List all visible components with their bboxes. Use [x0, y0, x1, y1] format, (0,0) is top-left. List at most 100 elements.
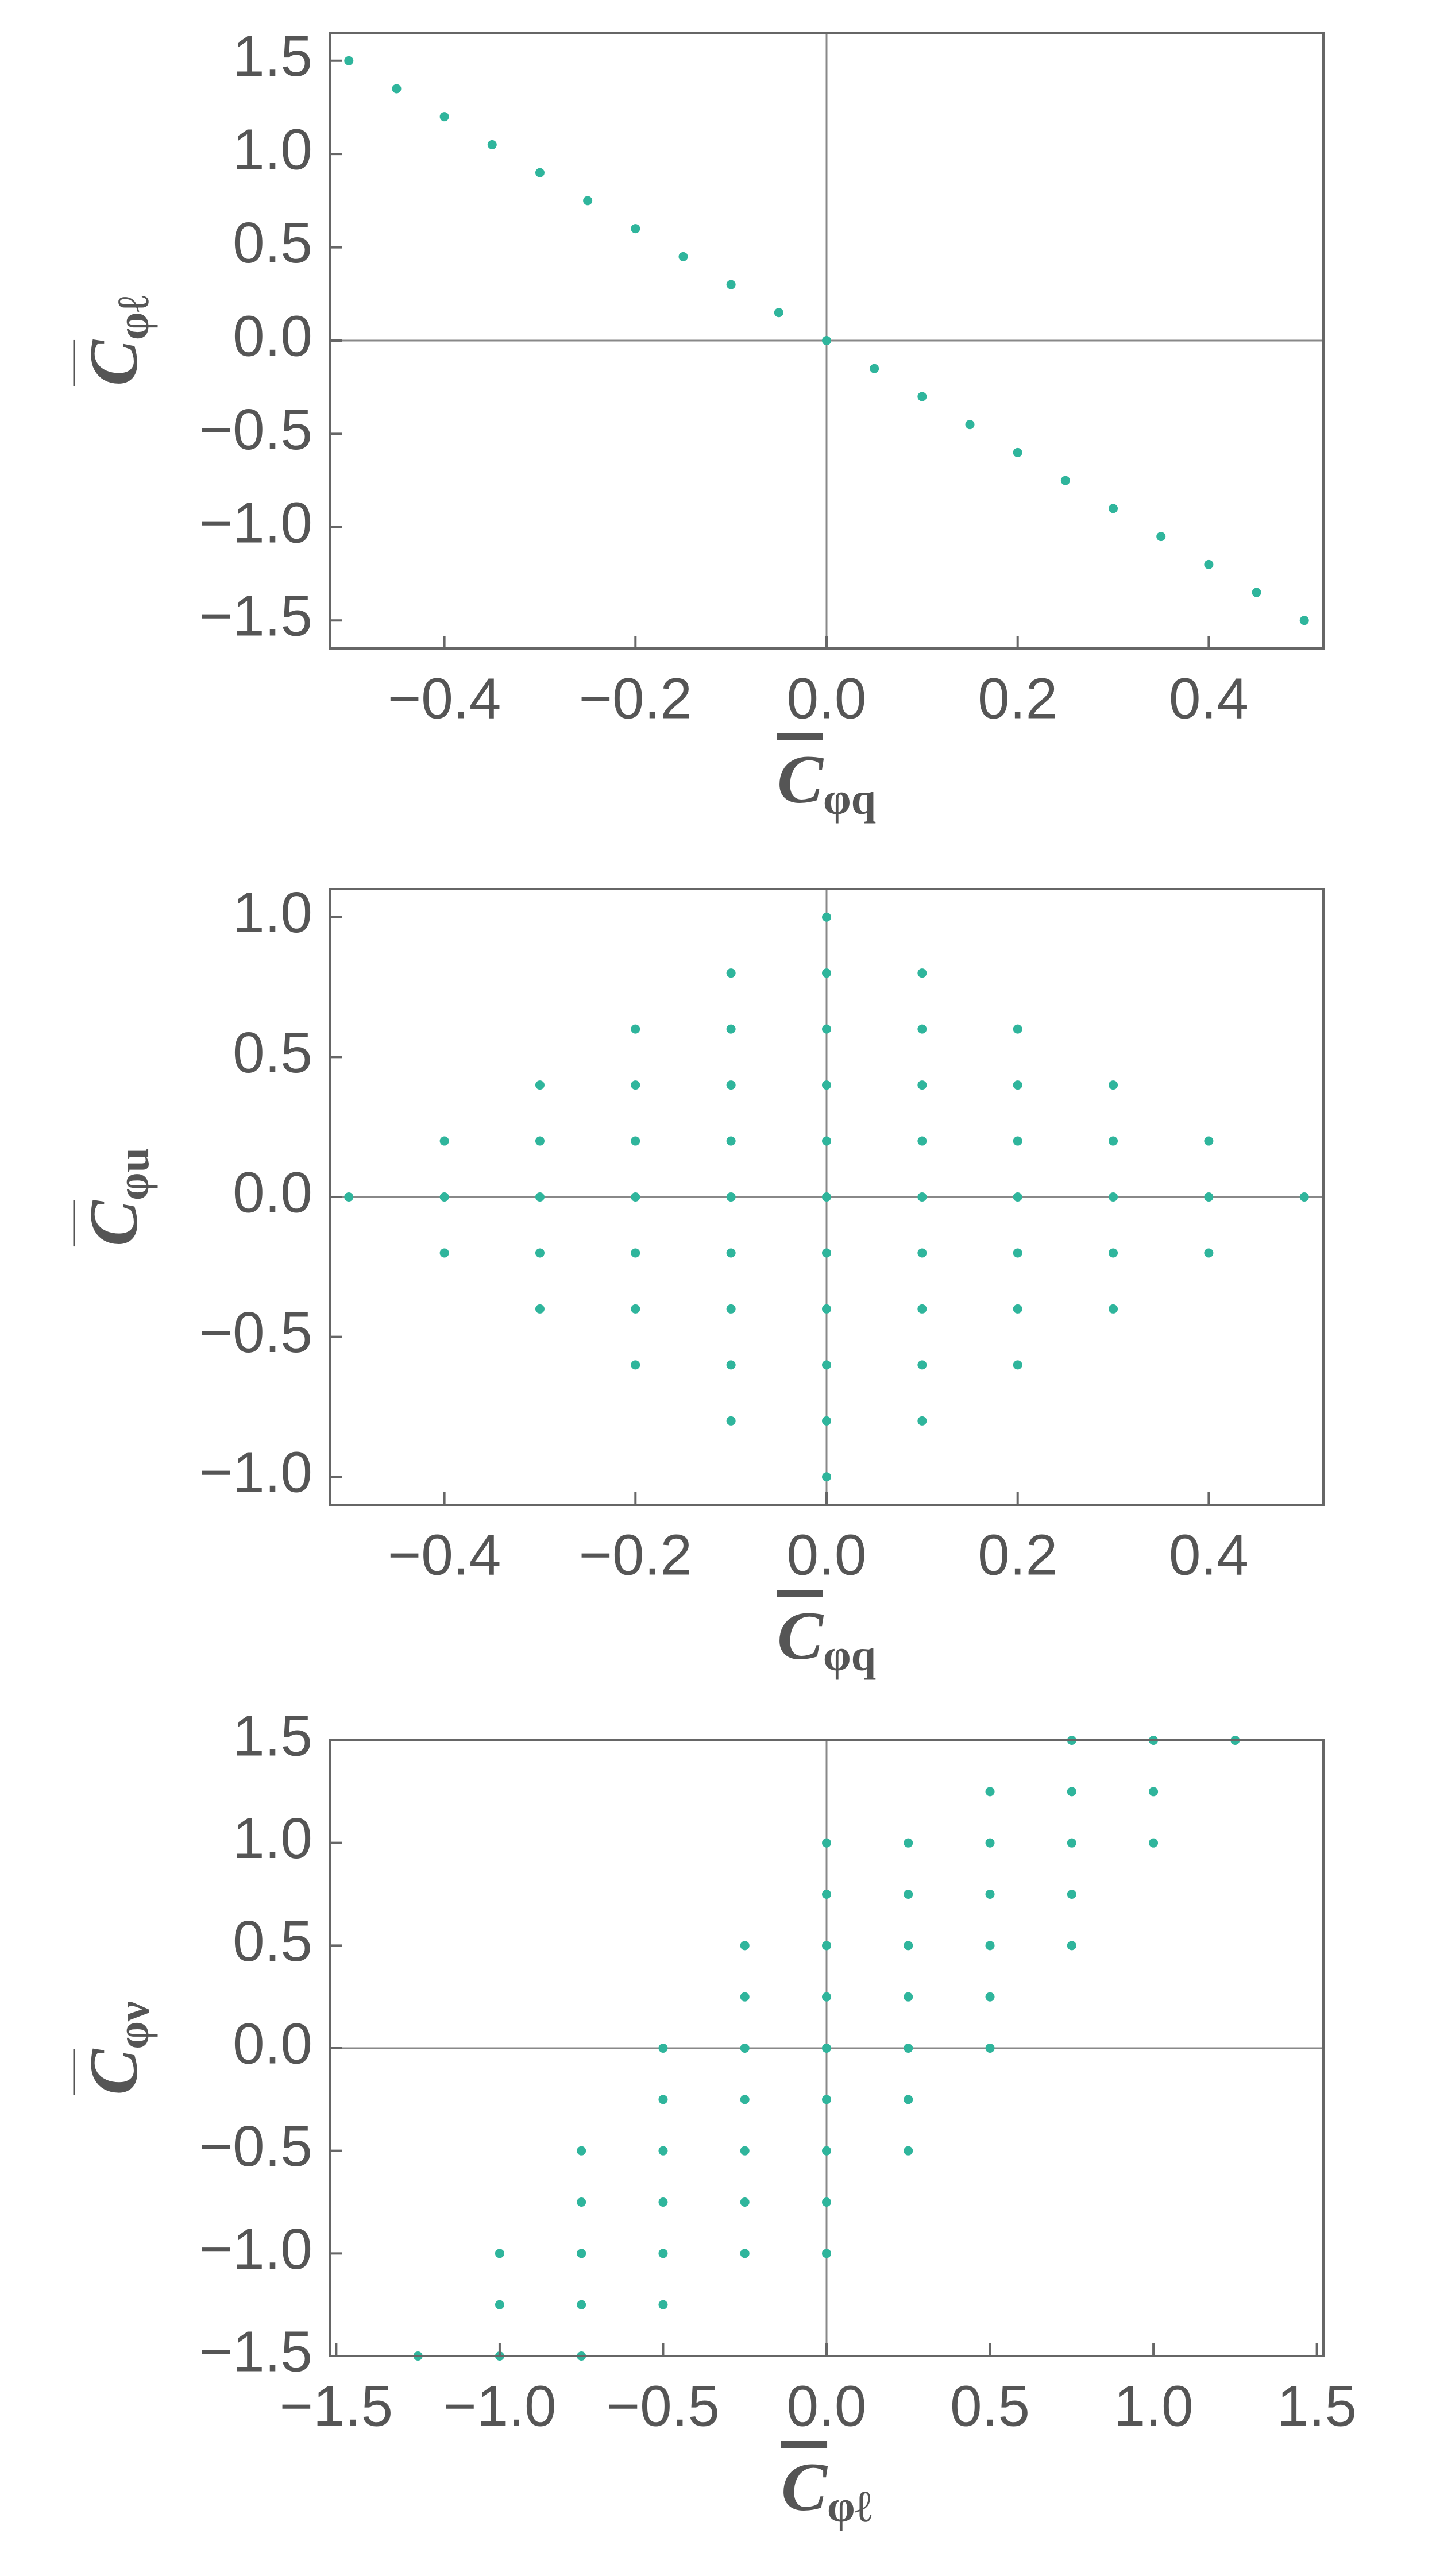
point	[904, 2095, 913, 2104]
point	[822, 1416, 831, 1426]
point	[439, 112, 449, 122]
point	[985, 1890, 995, 1899]
point	[822, 2095, 831, 2104]
x-tick-label: 0.2	[978, 666, 1057, 731]
point	[658, 2095, 668, 2104]
point	[1067, 1941, 1076, 1951]
point	[535, 1304, 545, 1314]
x-tick-label: 0.0	[786, 666, 866, 731]
x-tick-label: 0.0	[786, 2374, 866, 2438]
y-tick-label: 1.0	[233, 118, 312, 182]
point	[1013, 1304, 1022, 1314]
x-tick-label: 1.0	[1114, 2374, 1194, 2438]
x-tick-label: −1.5	[280, 2374, 393, 2438]
x-tick-label: −1.0	[443, 2374, 556, 2438]
point	[917, 1136, 927, 1146]
x-tick-label: 0.4	[1169, 666, 1249, 731]
y-axis-title: Cφu	[75, 1148, 158, 1246]
title-subscript: φν	[108, 2001, 158, 2049]
point	[1109, 1136, 1118, 1146]
x-tick-label: −0.2	[579, 666, 692, 731]
point	[917, 1080, 927, 1090]
point	[1204, 559, 1214, 569]
x-tick-label: −0.4	[388, 666, 501, 731]
y-tick-label: 0.0	[233, 1160, 312, 1225]
point	[631, 224, 640, 234]
point	[822, 2197, 831, 2207]
point	[726, 1024, 736, 1034]
point	[439, 1192, 449, 1202]
point	[439, 1136, 449, 1146]
point	[1156, 532, 1166, 542]
point	[985, 1992, 995, 2002]
point	[631, 1248, 640, 1258]
point	[1013, 1192, 1022, 1202]
point	[631, 1136, 640, 1146]
point	[658, 2197, 668, 2207]
point	[822, 1080, 831, 1090]
point	[1149, 1838, 1159, 1848]
point	[917, 1024, 927, 1034]
point	[535, 1192, 545, 1202]
point	[822, 1838, 831, 1848]
x-tick-label: −0.5	[607, 2374, 720, 2438]
point	[740, 2249, 750, 2258]
point	[1204, 1192, 1214, 1202]
y-tick-label: 0.0	[233, 304, 312, 368]
title-subscript: φq	[823, 1630, 876, 1680]
point	[658, 2300, 668, 2309]
title-subscript: φℓ	[108, 295, 158, 340]
point	[1299, 616, 1309, 625]
point	[1149, 1787, 1159, 1797]
point	[917, 392, 927, 401]
point	[904, 2044, 913, 2053]
point	[1204, 1248, 1214, 1258]
point	[631, 1080, 640, 1090]
point	[774, 308, 783, 318]
x-tick-label: 1.5	[1277, 2374, 1357, 2438]
point	[658, 2044, 668, 2053]
point	[658, 2249, 668, 2258]
point	[726, 1192, 736, 1202]
point	[904, 1941, 913, 1951]
point	[917, 1416, 927, 1426]
point	[822, 1360, 831, 1370]
x-axis-title: Cφq	[777, 741, 876, 824]
y-tick-label: 1.5	[233, 24, 312, 88]
point	[1013, 1248, 1022, 1258]
point	[917, 1360, 927, 1370]
point	[1109, 1304, 1118, 1314]
x-tick-label: 0.5	[950, 2374, 1030, 2438]
title-main: C	[777, 741, 824, 817]
point	[1109, 1192, 1118, 1202]
point	[822, 1472, 831, 1482]
y-tick-label: 1.0	[233, 880, 312, 945]
y-tick-label: 1.5	[233, 1704, 312, 1768]
x-tick-label: 0.0	[786, 1523, 866, 1587]
point	[822, 912, 831, 922]
point	[822, 1992, 831, 2002]
y-tick-label: −1.5	[199, 584, 312, 648]
point	[726, 280, 736, 289]
point	[726, 1416, 736, 1426]
point	[822, 1192, 831, 1202]
y-tick-label: −0.5	[199, 397, 312, 462]
title-subscript: φu	[108, 1148, 158, 1200]
panel: −0.4 −0.2 0.0 0.2 0.4 1.5 1.0 0.5 0.0 −0.5 −1.0 −1.…	[75, 24, 1325, 824]
title-main: C	[75, 339, 152, 386]
point	[439, 1248, 449, 1258]
point	[577, 2300, 586, 2309]
x-tick-label: −0.4	[388, 1523, 501, 1587]
point	[822, 1304, 831, 1314]
point	[1013, 1360, 1022, 1370]
point	[631, 1360, 640, 1370]
point	[495, 2249, 504, 2258]
title-main: C	[75, 1199, 152, 1246]
y-tick-label: 0.5	[233, 211, 312, 275]
point	[904, 1992, 913, 2002]
y-tick-label: 0.5	[233, 1909, 312, 1973]
point	[631, 1192, 640, 1202]
point	[870, 364, 879, 373]
